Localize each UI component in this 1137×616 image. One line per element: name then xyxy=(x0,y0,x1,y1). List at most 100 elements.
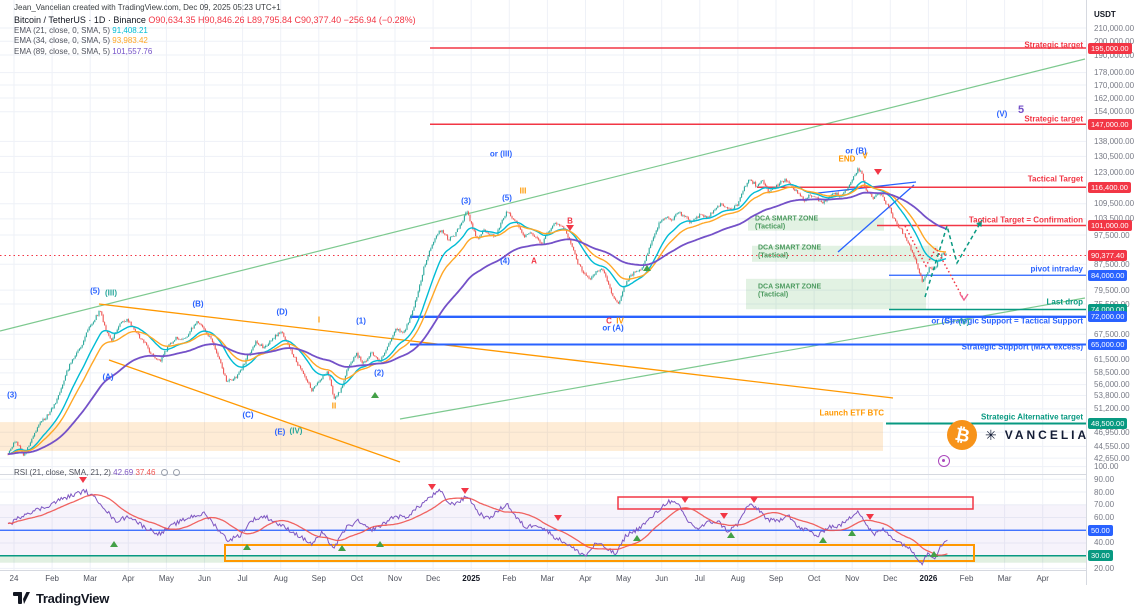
annotation-label: 5 xyxy=(1017,104,1025,116)
price-tick-label: 138,000.00 xyxy=(1094,136,1135,146)
rsi-legend[interactable]: RSI (21, close, SMA, 21, 2) 42.69 37.46 xyxy=(14,468,180,477)
time-tick-label: 24 xyxy=(9,574,19,583)
annotation-label: Strategic target xyxy=(1024,114,1083,124)
symbol-title[interactable]: Bitcoin / TetherUS · 1D · Binance xyxy=(14,15,146,25)
time-tick-label: Apr xyxy=(579,574,592,583)
price-badge: 74,000.00 xyxy=(1088,303,1128,315)
annotation-label: (2) xyxy=(374,368,384,378)
tradingview-logo-text: TradingView xyxy=(36,590,110,606)
price-tick-label: 53,800.00 xyxy=(1094,390,1130,400)
rsi-tick-label: 40.00 xyxy=(1094,538,1115,548)
rsi-badge: 50.00 xyxy=(1088,524,1113,536)
time-tick-label: Jul xyxy=(237,574,248,583)
time-tick-label: Jul xyxy=(694,574,705,583)
rsi-label[interactable]: RSI (21, close, SMA, 21, 2) xyxy=(14,468,111,477)
price-tick-label: 210,000.00 xyxy=(1094,23,1135,33)
price-badge: 195,000.00 xyxy=(1088,42,1132,54)
annotation-label: II xyxy=(331,401,337,411)
annotation-label: A xyxy=(531,256,537,266)
time-tick-label: Jun xyxy=(655,574,669,583)
time-tick-label: Jun xyxy=(198,574,211,583)
bitcoin-logo-icon: ₿ xyxy=(947,420,977,450)
purple-sticker-icon xyxy=(938,455,950,467)
price-tick-label: 200,000.00 xyxy=(1094,36,1135,46)
time-tick-label: Nov xyxy=(387,574,403,583)
symbol-legend[interactable]: Bitcoin / TetherUS · 1D · Binance O90,63… xyxy=(14,15,416,57)
tradingview-footer[interactable]: TradingView xyxy=(13,590,109,606)
rsi-value: 42.69 xyxy=(113,468,134,477)
price-tick-label: 58,500.00 xyxy=(1094,368,1130,378)
price-tick-label: 87,500.00 xyxy=(1094,259,1130,269)
legend-menu-icon[interactable] xyxy=(172,469,180,477)
time-tick-label: Aug xyxy=(730,574,746,583)
price-tick-label: 109,500.00 xyxy=(1094,199,1135,209)
time-tick-label: Mar xyxy=(83,574,98,583)
annotation-label: (B) xyxy=(192,299,204,309)
price-axis[interactable]: USDT 210,000.00 200,000.00 190,000.00 178,0… xyxy=(1086,0,1137,585)
annotation-label: Strategic Support = Tactical Support xyxy=(944,316,1083,326)
rsi-tick-label: 80.00 xyxy=(1094,487,1115,497)
annotation-label: Strategic Alternative target xyxy=(981,412,1083,422)
annotation-label: pivot intraday xyxy=(1030,264,1083,274)
annotation-label: (3) xyxy=(461,196,471,206)
annotation-label: V xyxy=(862,151,868,161)
ema89-label[interactable]: EMA (89, close, 0, SMA, 5) xyxy=(14,46,111,56)
annotation-label: (III) xyxy=(105,288,117,298)
annotation-label: DCA SMART ZONE xyxy=(755,215,819,223)
rsi-tick-label: 90.00 xyxy=(1094,474,1115,484)
rsi-tick-label: 100.00 xyxy=(1094,462,1119,472)
ema21-label[interactable]: EMA (21, close, 0, SMA, 5) xyxy=(14,25,111,35)
time-axis[interactable]: 24 Feb Mar Apr May Jun Jul Aug Sep Oct Nov Dec 2025 F… xyxy=(0,570,1086,586)
rsi-ma-value: 37.46 xyxy=(135,468,156,477)
price-badge: 65,000.00 xyxy=(1088,338,1128,350)
annotation-label: or (B) xyxy=(845,146,867,156)
rsi-tick-label: 70.00 xyxy=(1094,500,1115,510)
annotation-label: I xyxy=(317,315,321,325)
vancelian-watermark: ₿ ✳ VANCELIAN xyxy=(947,420,1101,450)
price-tick-label: 130,500.00 xyxy=(1094,151,1135,161)
price-tick-label: 51,200.00 xyxy=(1094,404,1130,414)
time-tick-label: Oct xyxy=(807,574,821,583)
price-tick-label: 61,500.00 xyxy=(1094,354,1130,364)
time-tick-label: Apr xyxy=(1036,574,1049,583)
time-tick-label: Dec xyxy=(425,574,441,583)
price-tick-label: 170,000.00 xyxy=(1094,80,1135,90)
annotation-label: Strategic Support (MAX excess) xyxy=(961,342,1083,352)
price-badge: 147,000.00 xyxy=(1088,118,1132,130)
ema34-label[interactable]: EMA (34, close, 0, SMA, 5) xyxy=(14,36,111,45)
price-tick-label: 67,500.00 xyxy=(1094,329,1130,339)
annotation-label: (Tactical) xyxy=(758,291,789,299)
annotation-label: Tactical Target xyxy=(1027,174,1083,184)
annotation-label: or (III) xyxy=(489,149,513,159)
time-tick-label: 2025 xyxy=(462,574,481,583)
price-tick-label: 178,000.00 xyxy=(1094,68,1135,78)
ema89-value: 101,557.76 xyxy=(112,46,153,56)
annotation-label: DCA SMART ZONE xyxy=(758,244,822,252)
annotation-label: Last drop xyxy=(1046,297,1083,307)
time-tick-label: Dec xyxy=(883,574,898,583)
annotation-label: (E) xyxy=(274,427,286,437)
annotation-label: B xyxy=(567,216,573,226)
time-tick-label: May xyxy=(616,574,632,583)
legend-visibility-icon[interactable] xyxy=(160,469,168,477)
price-badge: 84,000.00 xyxy=(1088,269,1128,281)
annotation-label: or (A) xyxy=(602,323,624,333)
annotation-label: Tactical Target = Confirmation xyxy=(968,215,1083,225)
price-tick-label: 46,950.00 xyxy=(1094,427,1130,437)
annotation-label: (1) xyxy=(356,316,366,326)
price-badge: 101,000.00 xyxy=(1088,220,1132,232)
annotation-label: (5) xyxy=(502,193,512,203)
annotation-label: (3) xyxy=(7,390,17,400)
currency-label: USDT xyxy=(1094,10,1116,19)
rsi-tick-label: 60.00 xyxy=(1094,513,1115,522)
annotation-label: END xyxy=(838,154,856,164)
annotation-label: DCA SMART ZONE xyxy=(758,283,822,291)
annotation-label: (Tactical) xyxy=(758,252,789,260)
price-tick-label: 56,000.00 xyxy=(1094,380,1130,390)
annotation-label: (Tactical) xyxy=(755,223,786,231)
time-tick-label: Oct xyxy=(350,574,364,583)
time-tick-label: Mar xyxy=(540,574,555,583)
vancelian-brand-text: VANCELIAN xyxy=(1004,428,1101,442)
annotation-label: C xyxy=(606,316,612,326)
